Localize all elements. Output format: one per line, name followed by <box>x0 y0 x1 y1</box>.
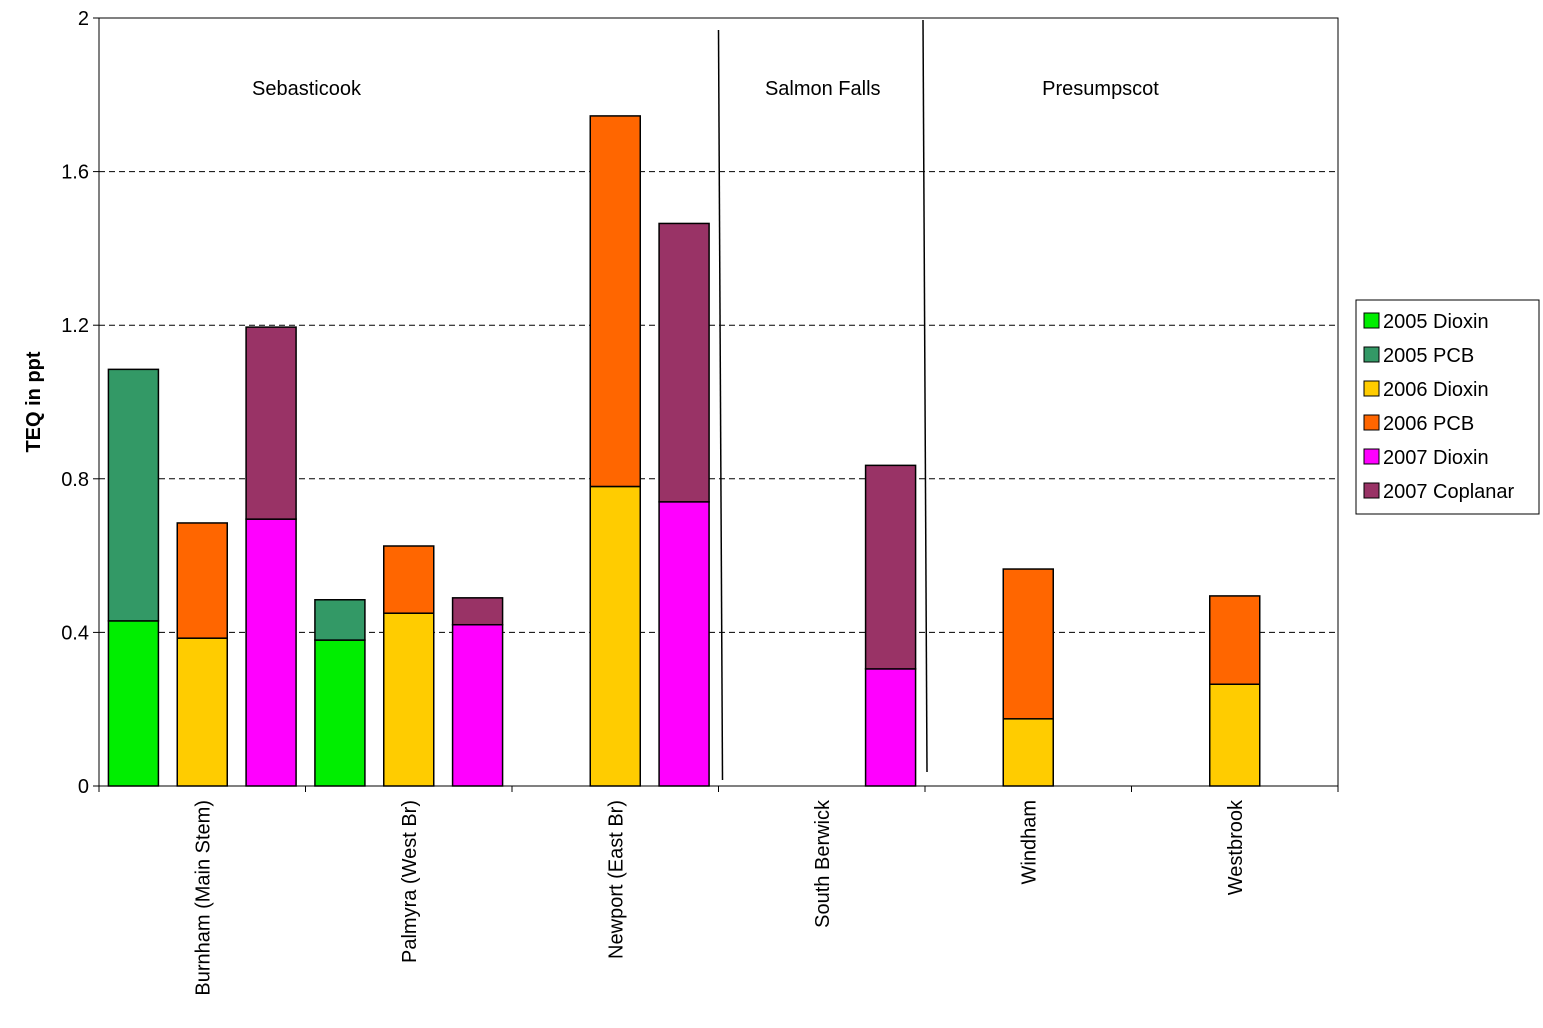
legend-swatch <box>1363 380 1380 397</box>
region-label: Salmon Falls <box>765 78 881 100</box>
y-axis-label: TEQ in ppt <box>23 351 45 452</box>
y-tick-label: 2 <box>78 8 89 30</box>
bar-segment <box>864 464 917 670</box>
bar-segment <box>451 623 504 787</box>
bar-segment <box>383 612 435 787</box>
region-separator <box>922 19 928 773</box>
bar-segment <box>176 637 228 787</box>
x-tick-label: Windham <box>1018 800 1040 884</box>
y-tick-label: 0.4 <box>61 622 89 644</box>
bar-segment <box>314 639 366 787</box>
bar-segment <box>245 326 297 520</box>
legend-swatch <box>1363 414 1380 431</box>
x-tick-label: South Berwick <box>812 799 834 928</box>
bar-segment <box>864 668 917 787</box>
bar-segment <box>658 501 710 787</box>
legend-swatch <box>1363 448 1380 465</box>
region-labels: Sebasticook Salmon Falls Presumpscot <box>252 19 1159 781</box>
x-tick-label: Burnham (Main Stem) <box>192 800 214 996</box>
region-label: Presumpscot <box>1042 78 1159 100</box>
legend-swatch <box>1363 482 1380 499</box>
legend-box <box>1355 299 1540 515</box>
y-tick-label: 1.2 <box>61 315 89 337</box>
y-tick-label: 0.8 <box>61 469 89 491</box>
bar-segment <box>245 518 297 787</box>
bar-segment <box>589 115 641 488</box>
x-tick-label: Palmyra (West Br) <box>399 800 421 963</box>
bar-segment <box>658 222 710 503</box>
bar-segment <box>1209 683 1261 787</box>
region-label: Sebasticook <box>252 78 362 100</box>
bar-segment <box>383 545 435 614</box>
bars <box>107 115 1261 787</box>
legend-swatch <box>1363 346 1380 363</box>
bar-segment <box>107 368 160 622</box>
legend: 2005 Dioxin 2005 PCB 2006 Dioxin 2006 PCB 20… <box>1355 299 1540 515</box>
x-tick-label: Westbrook <box>1225 799 1247 895</box>
bar-segment <box>314 599 366 641</box>
bar-segment <box>1209 595 1261 685</box>
bar-segment <box>176 522 228 639</box>
axes: 0 0.4 0.8 1.2 1.6 2 Burnham (Main Stem) Palmyra… <box>61 8 1339 996</box>
region-separator <box>717 29 724 781</box>
legend-label: 2005 Dioxin <box>1383 311 1489 333</box>
legend-label: 2006 PCB <box>1383 413 1474 435</box>
legend-label: 2007 Dioxin <box>1383 447 1489 469</box>
legend-label: 2007 Coplanar <box>1383 481 1515 503</box>
bar-segment <box>589 485 641 787</box>
bar-segment <box>451 597 504 626</box>
legend-swatch <box>1363 312 1380 329</box>
y-tick-label: 1.6 <box>61 162 89 184</box>
legend-label: 2006 Dioxin <box>1383 379 1489 401</box>
bar-segment <box>1002 718 1054 787</box>
legend-label: 2005 PCB <box>1383 345 1474 367</box>
bar-segment <box>107 620 160 787</box>
x-tick-label: Newport (East Br) <box>605 800 627 959</box>
y-tick-label: 0 <box>78 776 89 798</box>
grid-lines <box>99 171 1338 633</box>
bar-segment <box>1002 568 1054 720</box>
